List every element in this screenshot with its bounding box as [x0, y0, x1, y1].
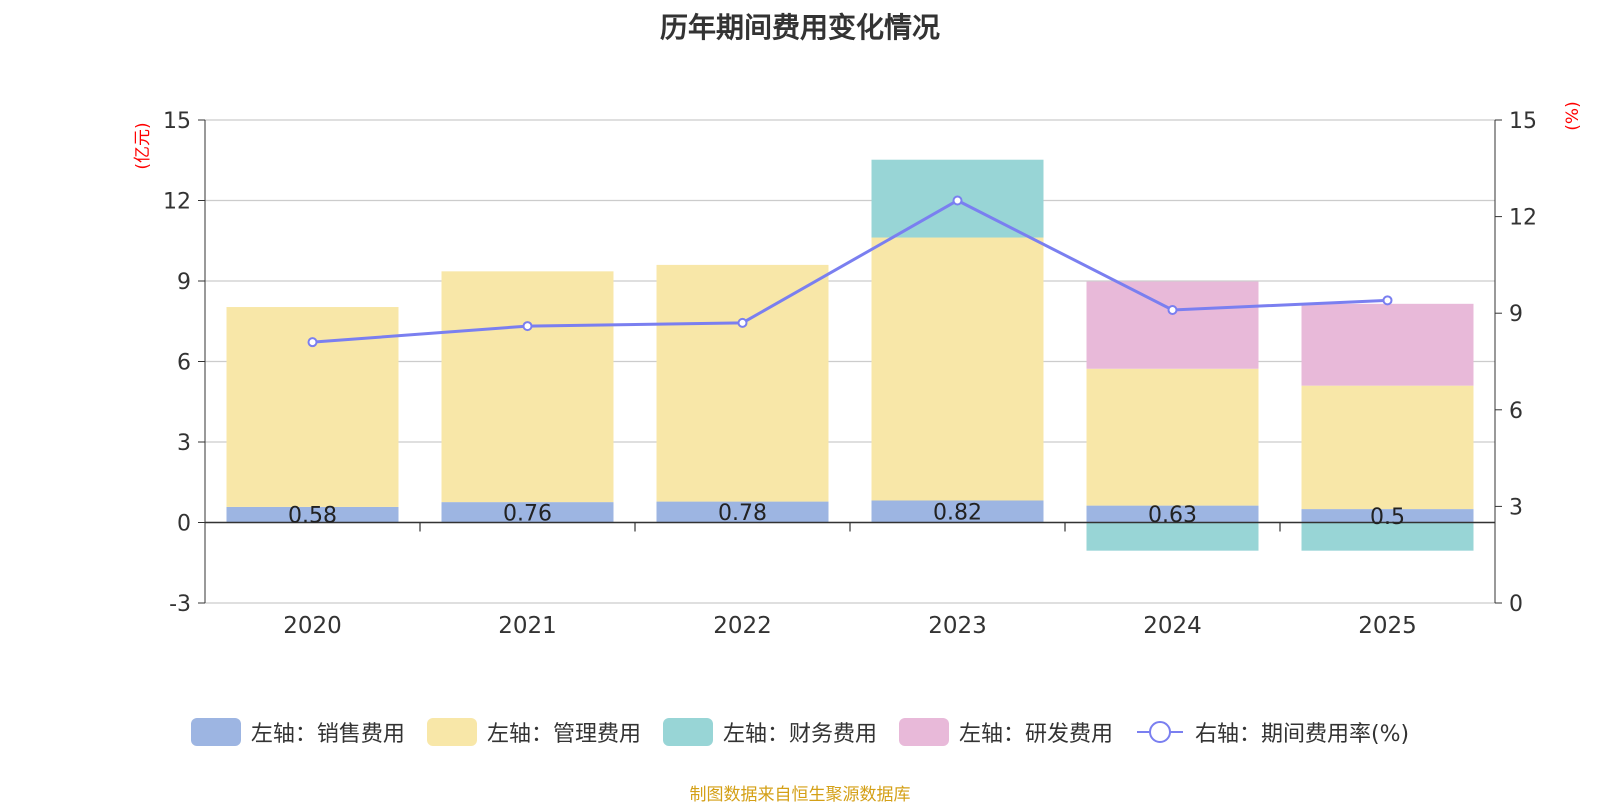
rate-point [737, 317, 748, 328]
data-label-sales: 0.78 [718, 501, 767, 526]
x-tick-label: 2020 [283, 613, 342, 639]
rate-point [307, 337, 318, 348]
y-left-tick-label: -3 [169, 592, 191, 617]
bar-左轴：财务费用-2024 [1086, 522, 1259, 551]
legend-swatch-finance [662, 718, 713, 746]
y-right-tick-label: 0 [1509, 592, 1523, 617]
y-left-tick-label: 3 [177, 431, 191, 456]
x-tick-label: 2023 [928, 613, 987, 639]
bar-左轴：销售费用-2024 [1086, 505, 1259, 523]
y-right-tick-label: 6 [1509, 399, 1523, 424]
legend-label-rnd: 左轴：研发费用 [958, 722, 1113, 747]
rate-point [522, 321, 533, 332]
bar-左轴：研发费用-2024 [1086, 281, 1259, 369]
legend-item-rnd[interactable]: 左轴：研发费用 [898, 716, 1113, 748]
rate-point [1167, 304, 1178, 315]
y-left-tick-label: 15 [163, 109, 191, 134]
y-left-tick-label: 0 [177, 512, 191, 537]
bar-左轴：销售费用-2022 [656, 501, 829, 523]
legend-line-rate-icon [1136, 721, 1183, 743]
legend-label-finance: 左轴：财务费用 [722, 722, 877, 747]
chart-title: 历年期间费用变化情况 [659, 11, 940, 44]
bar-左轴：财务费用-2025 [1301, 522, 1474, 551]
y-right-tick-label: 9 [1509, 302, 1523, 327]
bar-左轴：管理费用-2024 [1086, 368, 1259, 506]
y-left-unit-label: (亿元) [133, 122, 153, 169]
bar-左轴：管理费用-2025 [1301, 385, 1474, 510]
data-label-sales: 0.5 [1370, 505, 1405, 530]
legend-swatch-sales [190, 718, 241, 746]
rate-point [1382, 295, 1393, 306]
bar-左轴：销售费用-2025 [1301, 509, 1474, 523]
legend-item-finance[interactable]: 左轴：财务费用 [662, 716, 877, 748]
y-right-tick-label: 15 [1509, 109, 1537, 134]
x-tick-label: 2022 [713, 613, 772, 639]
legend-label-admin: 左轴：管理费用 [486, 722, 641, 747]
y-left-tick-label: 12 [163, 190, 191, 215]
legend-swatch-admin [426, 718, 477, 746]
y-left-tick-label: 6 [177, 351, 191, 376]
bar-左轴：销售费用-2020 [226, 506, 399, 523]
chart-canvas: -3 0 3 6 9 12 15 0 3 6 9 12 15 (亿元) (%) 2020 2021 2022 202… [133, 101, 1583, 639]
legend-label-rate: 右轴：期间费用率(%) [1194, 722, 1410, 747]
data-source-note: 制图数据来自恒生聚源数据库 [689, 785, 911, 805]
legend-item-admin[interactable]: 左轴：管理费用 [426, 716, 641, 748]
bar-左轴：研发费用-2025 [1301, 303, 1474, 386]
data-label-sales: 0.76 [503, 501, 552, 526]
legend-label-sales: 左轴：销售费用 [250, 722, 405, 747]
x-tick-label: 2021 [498, 613, 557, 639]
rate-point [952, 195, 963, 206]
y-right-tick-label: 3 [1509, 495, 1523, 520]
data-label-sales: 0.63 [1148, 503, 1197, 528]
bar-左轴：管理费用-2021 [441, 271, 614, 503]
x-tick-label: 2025 [1358, 613, 1417, 639]
bar-左轴：管理费用-2022 [656, 264, 829, 502]
bar-左轴：销售费用-2021 [441, 502, 614, 523]
legend-swatch-rnd [898, 718, 949, 746]
data-label-sales: 0.82 [933, 500, 982, 525]
rate-line [312, 198, 1388, 344]
bar-左轴：管理费用-2023 [871, 237, 1044, 501]
x-tick-label: 2024 [1143, 613, 1202, 639]
y-left-tick-label: 9 [177, 270, 191, 295]
legend-item-sales[interactable]: 左轴：销售费用 [190, 716, 405, 748]
bar-左轴：销售费用-2023 [871, 500, 1044, 523]
y-right-unit-label: (%) [1563, 101, 1583, 130]
data-label-sales: 0.58 [288, 504, 337, 529]
y-right-tick-label: 12 [1509, 206, 1537, 231]
legend: 左轴：销售费用 左轴：管理费用 左轴：财务费用 左轴：研发费用 右轴：期间费用率… [0, 716, 1600, 748]
legend-item-rate[interactable]: 右轴：期间费用率(%) [1135, 716, 1409, 748]
